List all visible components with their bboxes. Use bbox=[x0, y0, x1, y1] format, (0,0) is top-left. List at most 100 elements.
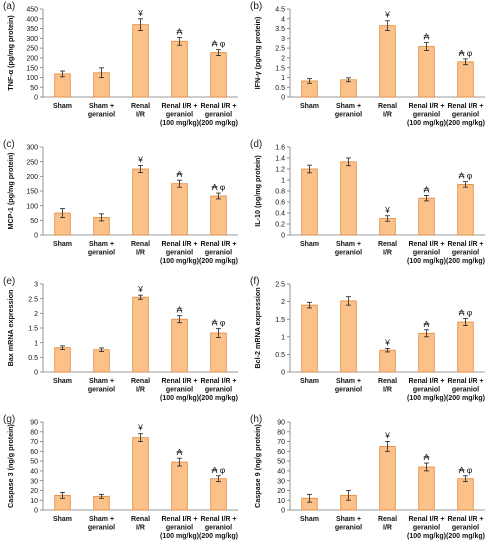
bar bbox=[418, 46, 435, 98]
y-axis-label: Caspase 9 (ng/g protein) bbox=[253, 423, 262, 507]
y-tick-label: 150 bbox=[26, 65, 38, 72]
category-label: Renal I/R + geraniol (100 mg/kg) bbox=[160, 103, 199, 127]
y-tick-label: 0 bbox=[34, 232, 38, 239]
panel-a: (a) 0 50 100 150 200 250 300 350 400 450 TNF-α (pg… bbox=[0, 0, 247, 138]
panel-e: (e) 0 0.5 1 1.5 2 2.5 3 Bax mRNA expression Sham… bbox=[0, 275, 247, 413]
category-label: Renal I/R + geraniol (100 mg/kg) bbox=[160, 516, 199, 540]
category-label: Sham bbox=[300, 516, 319, 523]
category-label: Sham + geraniol bbox=[88, 103, 115, 118]
bar bbox=[54, 73, 71, 98]
y-tick-label: 0.4 bbox=[275, 210, 285, 217]
significance-marker: ₳ φ bbox=[459, 48, 473, 58]
category-label: Sham + geraniol bbox=[88, 241, 115, 256]
category-label: Sham bbox=[300, 241, 319, 248]
significance-marker: ₳ bbox=[424, 319, 430, 329]
y-axis-label: MCP-1 (pg/mg protein) bbox=[6, 151, 15, 229]
y-tick-label: 300 bbox=[26, 36, 38, 43]
panel-label: (g) bbox=[3, 413, 16, 425]
y-tick-label: 1.5 bbox=[28, 326, 38, 333]
panel-c: (c) 0 50 100 150 200 250 300 MCP-1 (pg/mg prote… bbox=[0, 138, 247, 276]
y-axis-label: Bcl-2 mRNA expression bbox=[253, 287, 262, 368]
y-tick-label: 2.5 bbox=[28, 296, 38, 303]
y-tick-label: 2.5 bbox=[275, 46, 285, 53]
y-tick-label: 250 bbox=[26, 46, 38, 53]
panel-g: (g) 0 10 20 30 40 50 60 70 80 90 Caspase 3 (ng/g p… bbox=[0, 413, 247, 550]
y-tick-label: 90 bbox=[30, 419, 38, 426]
category-label: Renal I/R bbox=[131, 516, 150, 531]
y-tick-label: 0.5 bbox=[275, 85, 285, 92]
significance-marker: ₳ φ bbox=[459, 170, 473, 180]
category-label: Renal I/R + geraniol (200 mg/kg) bbox=[199, 241, 238, 265]
y-tick-label: 1 bbox=[281, 75, 285, 82]
y-tick-label: 20 bbox=[30, 488, 38, 495]
bar bbox=[340, 300, 357, 373]
category-label: Sham bbox=[53, 378, 72, 385]
y-tick-label: 0.8 bbox=[275, 188, 285, 195]
bar bbox=[457, 321, 474, 373]
y-tick-label: 10 bbox=[277, 497, 285, 504]
y-tick-label: 400 bbox=[26, 16, 38, 23]
y-tick-label: 60 bbox=[30, 448, 38, 455]
y-axis-label: TNF-α (pg/mg protein) bbox=[6, 15, 15, 91]
bar bbox=[340, 160, 357, 235]
y-tick-label: 1 bbox=[34, 340, 38, 347]
y-tick-label: 0.5 bbox=[28, 355, 38, 362]
chart-f: 0 0.5 1 1.5 2 2.5 Bcl-2 mRNA expression Sham Sha… bbox=[253, 282, 485, 402]
y-tick-label: 90 bbox=[277, 419, 285, 426]
significance-marker: ₳ φ bbox=[459, 464, 473, 474]
y-tick-label: 450 bbox=[26, 7, 38, 14]
y-tick-label: 70 bbox=[30, 439, 38, 446]
y-tick-label: 30 bbox=[277, 478, 285, 485]
y-tick-label: 0 bbox=[34, 370, 38, 377]
panel-f: (f) 0 0.5 1 1.5 2 2.5 Bcl-2 mRNA expression Sha… bbox=[247, 275, 494, 413]
bar bbox=[210, 477, 227, 510]
bar bbox=[132, 436, 149, 510]
y-tick-label: 0 bbox=[34, 507, 38, 514]
panel-d: (d) 0 0.2 0.4 0.6 0.8 1 1.2 1.4 1.6 IL-10 (pg/mg … bbox=[247, 138, 494, 276]
category-label: Renal I/R bbox=[378, 103, 397, 118]
category-label: Renal I/R + geraniol (100 mg/kg) bbox=[407, 241, 446, 265]
significance-marker: ₳ φ bbox=[459, 307, 473, 317]
y-tick-label: 50 bbox=[277, 458, 285, 465]
y-tick-label: 100 bbox=[26, 75, 38, 82]
chart-e: 0 0.5 1 1.5 2 2.5 3 Bax mRNA expression Sham Sham… bbox=[6, 282, 238, 402]
category-label: Sham + geraniol bbox=[88, 378, 115, 393]
significance-marker: ¥ bbox=[137, 422, 143, 432]
category-label: Sham + geraniol bbox=[335, 516, 362, 531]
y-tick-label: 40 bbox=[30, 468, 38, 475]
y-tick-label: 0.6 bbox=[275, 199, 285, 206]
panel-h: (h) 0 10 20 30 40 50 60 70 80 90 Caspase 9 (ng/g p… bbox=[247, 413, 494, 550]
significance-marker: ¥ bbox=[384, 337, 390, 347]
y-tick-label: 100 bbox=[26, 203, 38, 210]
bar bbox=[132, 296, 149, 373]
category-label: Renal I/R bbox=[378, 241, 397, 256]
chart-h: 0 10 20 30 40 50 60 70 80 90 Caspase 9 (ng/g prote… bbox=[253, 419, 485, 539]
bar bbox=[132, 24, 149, 98]
significance-marker: ¥ bbox=[384, 10, 390, 20]
category-label: Sham bbox=[300, 103, 319, 110]
significance-marker: ₳ bbox=[177, 305, 183, 315]
y-tick-label: 350 bbox=[26, 26, 38, 33]
panel-label: (h) bbox=[250, 413, 263, 425]
category-label: Renal I/R bbox=[131, 241, 150, 256]
bar bbox=[457, 61, 474, 98]
y-tick-label: 4.5 bbox=[275, 7, 285, 14]
significance-marker: ¥ bbox=[137, 284, 143, 294]
bar bbox=[54, 347, 71, 373]
bar bbox=[93, 349, 110, 373]
bar bbox=[418, 332, 435, 373]
category-label: Sham bbox=[53, 241, 72, 248]
category-label: Renal I/R bbox=[131, 103, 150, 118]
bar bbox=[379, 25, 396, 98]
significance-marker: ¥ bbox=[137, 154, 143, 164]
bar bbox=[171, 318, 188, 373]
category-label: Sham + geraniol bbox=[335, 378, 362, 393]
y-tick-label: 70 bbox=[277, 439, 285, 446]
y-axis-label: IL-10 (pg/mg protein) bbox=[253, 154, 262, 226]
bar bbox=[340, 79, 357, 98]
category-label: Sham + geraniol bbox=[335, 103, 362, 118]
category-label: Sham bbox=[53, 103, 72, 110]
bar bbox=[132, 168, 149, 235]
y-tick-label: 2 bbox=[34, 311, 38, 318]
